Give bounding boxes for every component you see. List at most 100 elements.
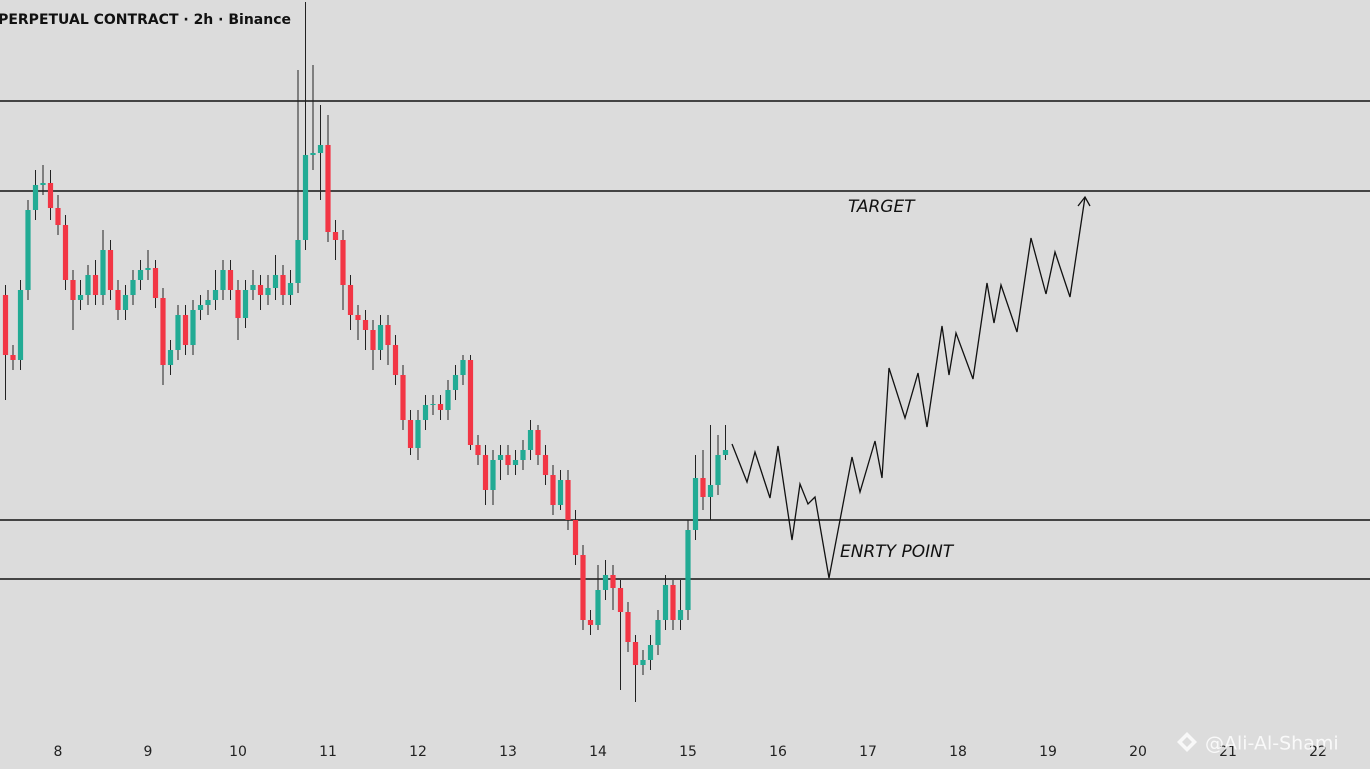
x-tick-label: 20 xyxy=(1129,744,1147,760)
candle-body xyxy=(692,478,699,530)
candle-body xyxy=(32,185,39,210)
candle-body xyxy=(385,325,391,345)
x-tick-label: 9 xyxy=(144,744,153,760)
candle-body xyxy=(115,290,121,310)
candle-body xyxy=(580,555,586,620)
x-tick-label: 8 xyxy=(54,744,63,760)
candle-body xyxy=(452,375,459,390)
candles xyxy=(2,2,729,702)
candle-body xyxy=(302,155,309,240)
candle-body xyxy=(670,585,676,620)
candle-body xyxy=(137,270,144,280)
candle-body xyxy=(400,375,406,420)
candle-body xyxy=(310,153,316,155)
candle-body xyxy=(317,145,324,153)
candle-body xyxy=(265,288,271,295)
candle-body xyxy=(505,455,511,465)
candle-body xyxy=(557,480,564,505)
candle-body xyxy=(47,183,54,208)
x-tick-label: 18 xyxy=(949,744,967,760)
candle-body xyxy=(430,404,436,405)
x-tick-label: 12 xyxy=(409,744,427,760)
candle-body xyxy=(100,250,106,295)
candle-body xyxy=(250,285,256,290)
candle-body xyxy=(355,315,361,320)
x-tick-label: 14 xyxy=(589,744,607,760)
candle-body xyxy=(145,268,151,270)
candle-body xyxy=(362,320,369,330)
candle-body xyxy=(437,404,444,410)
candle-body xyxy=(182,315,189,345)
candle-body xyxy=(677,610,684,620)
candle-body xyxy=(460,360,466,375)
candle-body xyxy=(107,250,114,290)
candle-body xyxy=(392,345,399,375)
candle-body xyxy=(700,478,706,497)
candle-body xyxy=(542,455,549,475)
x-tick-label: 17 xyxy=(859,744,877,760)
candle-body xyxy=(70,280,76,300)
candle-body xyxy=(490,460,496,490)
candle-body xyxy=(565,480,571,520)
candle-body xyxy=(257,285,264,295)
annotation: TARGET xyxy=(848,197,916,217)
candle-body xyxy=(340,240,346,285)
chart-title: US PERPETUAL CONTRACT · 2h · Binance xyxy=(0,12,291,28)
candle-body xyxy=(92,275,99,295)
candle-body xyxy=(227,270,234,290)
candle-body xyxy=(235,290,241,318)
candle-body xyxy=(295,240,301,283)
x-tick-label: 19 xyxy=(1039,744,1057,760)
candle-body xyxy=(722,450,729,455)
candle-body xyxy=(370,330,376,350)
candle-body xyxy=(535,430,541,455)
candle-body xyxy=(467,360,474,445)
candle-body xyxy=(122,295,129,310)
candle-body xyxy=(287,283,294,295)
candle-body xyxy=(520,450,526,460)
annotation: ENRTY POINT xyxy=(840,542,955,562)
candle-body xyxy=(422,405,429,420)
candle-body xyxy=(655,620,661,645)
x-tick-label: 22 xyxy=(1309,744,1327,760)
candle-body xyxy=(175,315,181,350)
candle-body xyxy=(55,208,61,225)
x-axis: 8 9 10 11 12 13 14 15 16 17 18 19 20 21 22 xyxy=(54,744,1327,760)
candle-body xyxy=(640,660,646,665)
candle-body xyxy=(130,280,136,295)
candle-body xyxy=(40,183,46,185)
candle-body xyxy=(10,355,16,360)
candle-body xyxy=(167,350,174,365)
candle-body xyxy=(212,290,219,300)
projection-path xyxy=(731,196,1086,579)
candle-body xyxy=(707,485,714,497)
candle-body xyxy=(332,232,339,240)
candle-body xyxy=(617,588,624,612)
candle-body xyxy=(587,620,594,625)
candle-body xyxy=(715,455,721,485)
candle-body xyxy=(632,642,639,665)
candle-body xyxy=(602,575,609,590)
candle-body xyxy=(347,285,354,315)
candle-body xyxy=(220,270,226,290)
candle-body xyxy=(242,290,249,318)
candle-body xyxy=(190,310,196,345)
candle-body xyxy=(512,460,519,465)
candle-body xyxy=(62,225,69,280)
candle-body xyxy=(2,295,9,355)
candle-body xyxy=(280,275,286,295)
candle-body xyxy=(595,590,601,625)
x-tick-label: 13 xyxy=(499,744,517,760)
watermark: @Ali-Al-Shami xyxy=(1205,733,1339,755)
arrow-head xyxy=(1077,195,1091,207)
candle-body xyxy=(377,325,384,350)
candle-body xyxy=(197,305,204,310)
candle-body xyxy=(662,585,669,620)
candle-body xyxy=(497,455,504,460)
candle-body xyxy=(160,298,166,365)
x-tick-label: 15 xyxy=(679,744,697,760)
candle-body xyxy=(272,275,279,288)
candle-body xyxy=(527,430,534,450)
